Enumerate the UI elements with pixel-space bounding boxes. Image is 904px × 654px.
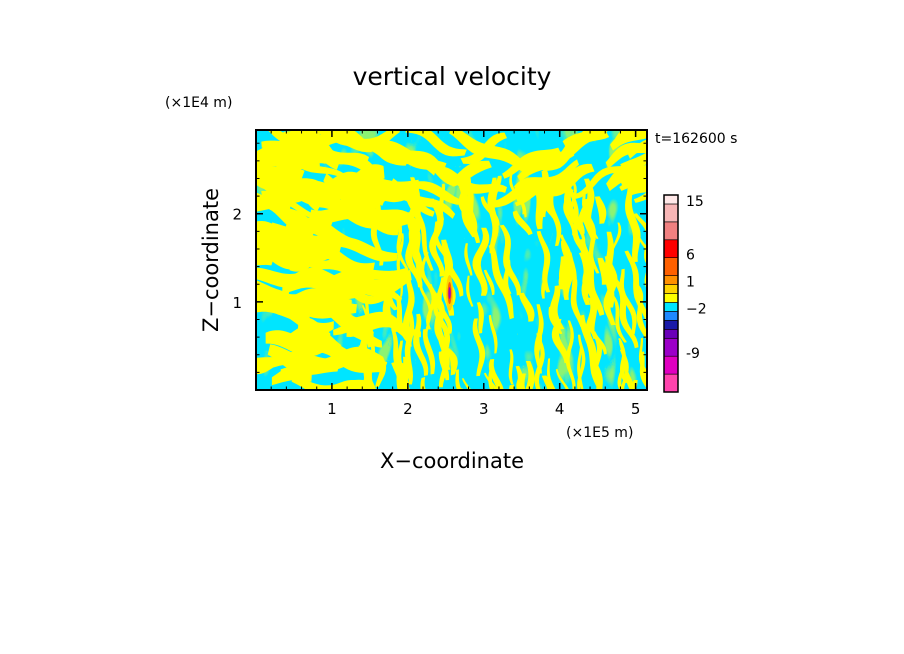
x-axis: 1 2 3 4 5 (270, 130, 641, 418)
colorbar-swatch-12 (663, 221, 679, 241)
colorbar-label-4: 15 (686, 194, 704, 210)
colorbar-label-2: 1 (686, 275, 695, 291)
y-axis-label: Z−coordinate (199, 188, 223, 332)
time-label: t=162600 s (655, 131, 737, 147)
colorbar-swatch-0 (663, 373, 679, 393)
updraft-hotspot (446, 275, 454, 312)
colorbar-swatch-13 (663, 203, 679, 223)
positive-band (596, 91, 653, 126)
colorbar-swatch-3 (663, 329, 679, 339)
x-tick-label-2: 3 (479, 400, 489, 418)
colorbar-swatch-8 (663, 284, 679, 294)
colorbar-swatch-2 (663, 337, 679, 357)
colorbar-swatch-14 (663, 194, 679, 205)
colorbar-swatch-7 (663, 293, 679, 303)
x-axis-label: X−coordinate (380, 449, 524, 473)
colorbar-swatch-1 (663, 355, 679, 375)
y-scale-label: (×1E4 m) (165, 95, 232, 111)
colorbar: -9 −2 1 6 15 (663, 194, 707, 393)
y-axis: 12 (232, 142, 647, 373)
x-tick-label-4: 5 (631, 400, 641, 418)
colorbar-swatch-11 (663, 239, 679, 258)
colorbar-swatch-10 (663, 257, 679, 276)
plot-area (256, 87, 653, 390)
hotspot-core (448, 287, 451, 300)
colorbar-swatch-4 (663, 320, 679, 330)
positive-noise (256, 130, 647, 390)
x-tick-label-1: 2 (403, 400, 413, 418)
y-tick-label-0: 1 (232, 294, 242, 312)
colorbar-frame (663, 194, 679, 393)
colorbar-swatch-5 (663, 311, 679, 321)
chart-title: vertical velocity (353, 62, 552, 91)
colorbar-label-1: −2 (686, 301, 707, 317)
colorbar-label-0: -9 (686, 346, 700, 362)
x-scale-label: (×1E5 m) (566, 425, 633, 441)
positive-stripe (458, 388, 463, 390)
x-tick-label-3: 4 (555, 400, 565, 418)
positive-band (532, 87, 595, 121)
positive-band (550, 130, 554, 131)
colorbar-swatch-6 (663, 302, 679, 312)
y-tick-label-1: 2 (232, 206, 242, 224)
plot-frame (255, 129, 648, 391)
colorbar-swatch-9 (663, 275, 679, 285)
x-tick-label-0: 1 (327, 400, 337, 418)
colorbar-label-3: 6 (686, 248, 695, 264)
